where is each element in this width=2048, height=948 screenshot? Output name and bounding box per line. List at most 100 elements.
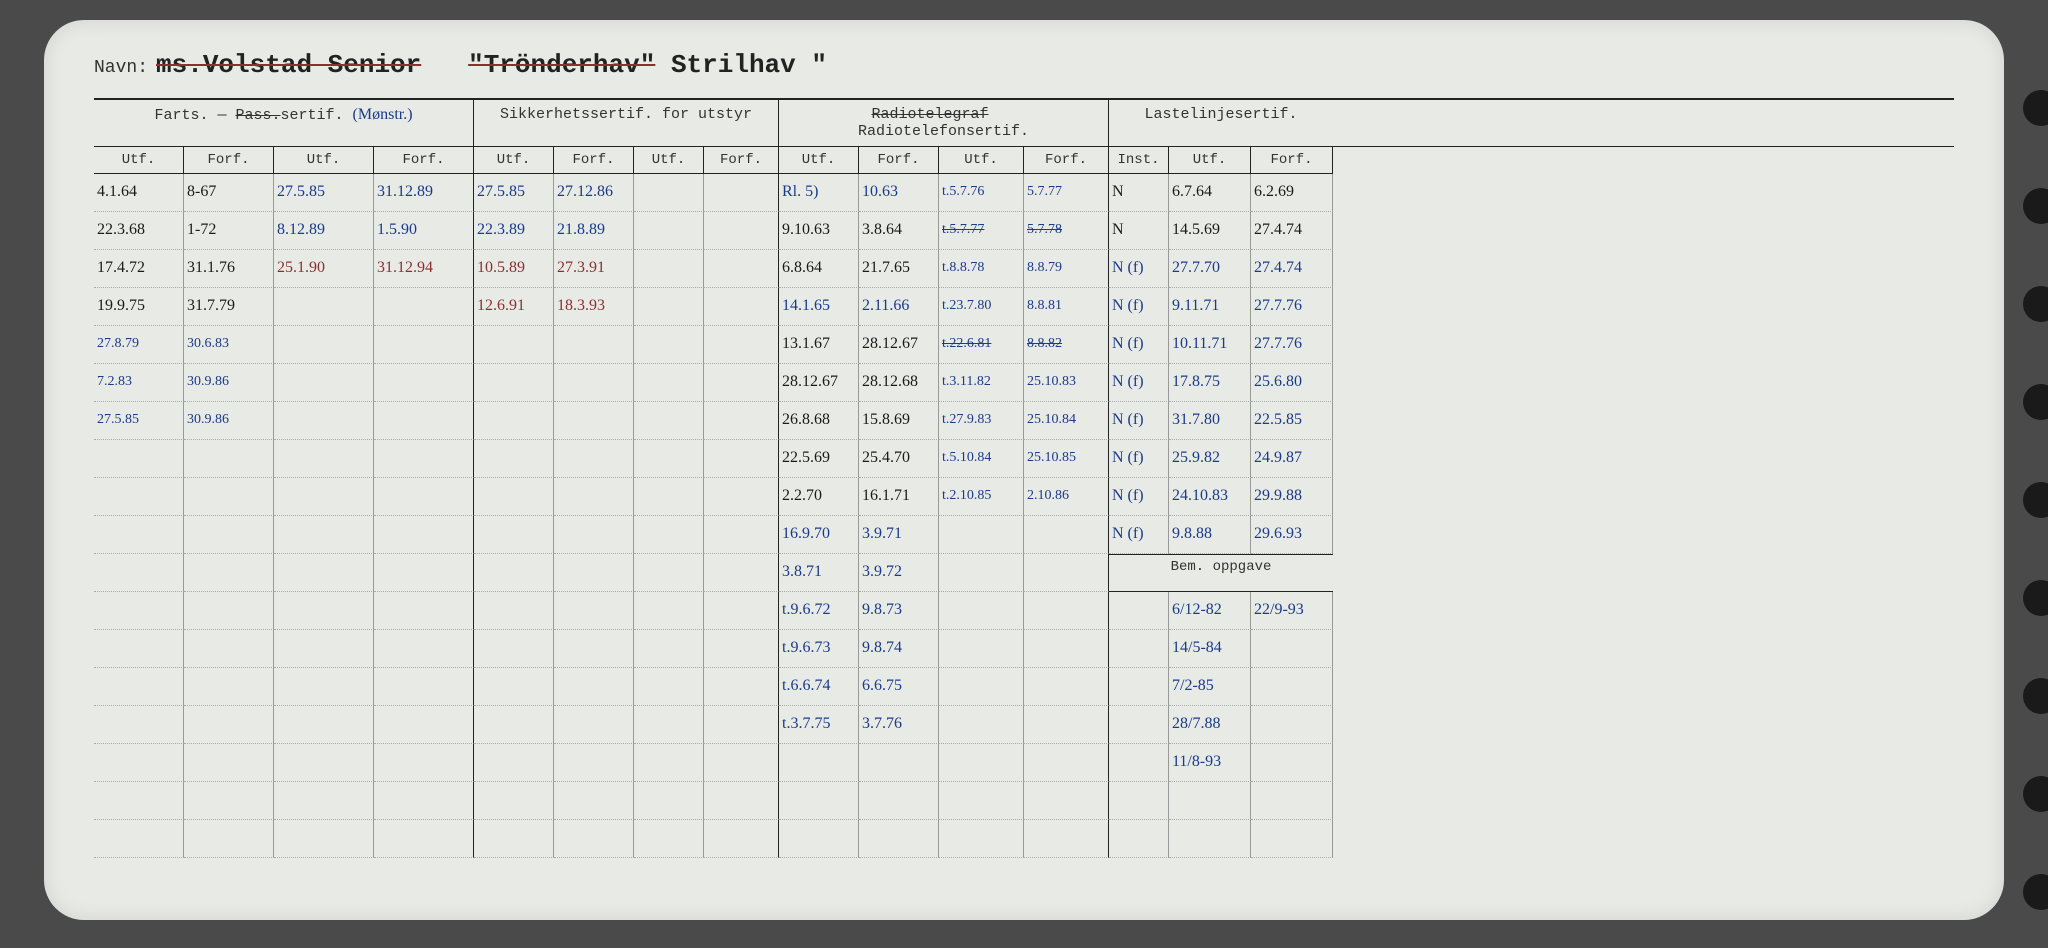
table-cell [939,592,1024,630]
table-cell [859,744,939,782]
table-cell [704,288,779,326]
table-cell: 9.11.71 [1169,288,1251,326]
table-cell: 9.8.74 [859,630,939,668]
table-cell [554,364,634,402]
table-cell [634,516,704,554]
table-cell: 25.9.82 [1169,440,1251,478]
table-cell [1109,744,1169,782]
table-cell [634,592,704,630]
table-cell [634,554,704,592]
table-cell: 22/9-93 [1251,592,1333,630]
table-cell: 22.5.85 [1251,402,1333,440]
col-forf: Forf. [704,147,779,174]
table-cell [474,364,554,402]
table-cell [274,554,374,592]
table-cell [474,516,554,554]
table-cell [554,820,634,858]
table-cell: 14.5.69 [1169,212,1251,250]
table-cell: 28.12.67 [859,326,939,364]
table-cell: 25.10.83 [1024,364,1109,402]
table-cell [474,668,554,706]
table-cell [374,706,474,744]
table-cell [1024,668,1109,706]
table-cell [1024,782,1109,820]
table-cell [374,744,474,782]
table-cell: 24.10.83 [1169,478,1251,516]
table-cell: 10.5.89 [474,250,554,288]
table-cell: 27.5.85 [474,174,554,212]
table-cell: Rl. 5) [779,174,859,212]
col-utf: Utf. [939,147,1024,174]
hole [2023,482,2048,518]
section-radio: Radiotelegraf Radiotelefonsertif. [779,100,1109,146]
table-cell [274,744,374,782]
table-cell [474,820,554,858]
table-cell: 6/12-82 [1169,592,1251,630]
table-cell: N (f) [1109,326,1169,364]
table-cell: N (f) [1109,288,1169,326]
table-cell [1024,706,1109,744]
col-utf: Utf. [1169,147,1251,174]
table-cell [474,440,554,478]
table-cell [1109,592,1169,630]
farts-tail: sertif. [281,107,344,124]
table-cell: 12.6.91 [474,288,554,326]
table-cell [1024,516,1109,554]
table-cell: 21.7.65 [859,250,939,288]
table-cell: 25.4.70 [859,440,939,478]
table-cell: 31.12.89 [374,174,474,212]
table-cell: t.5.10.84 [939,440,1024,478]
table-cell [634,288,704,326]
table-cell: 29.6.93 [1251,516,1333,554]
table-cell [859,820,939,858]
table-cell: 6.6.75 [859,668,939,706]
table-cell: 27.5.85 [274,174,374,212]
table-cell [1109,820,1169,858]
section-farts: Farts. — Pass.sertif. (Mønstr.) [94,100,474,146]
table-cell: N [1109,212,1169,250]
table-cell [554,782,634,820]
radio-struck: Radiotelegraf [871,106,988,123]
table-cell [704,364,779,402]
table-cell: 27.7.76 [1251,326,1333,364]
table-cell: t.9.6.72 [779,592,859,630]
table-cell [859,782,939,820]
table-cell [1251,744,1333,782]
table-cell: 9.8.73 [859,592,939,630]
table-cell [939,706,1024,744]
table-cell [474,744,554,782]
table-cell [374,478,474,516]
table-cell: 8.8.82 [1024,326,1109,364]
table-cell: 25.10.85 [1024,440,1109,478]
table-cell [634,440,704,478]
table-cell: N [1109,174,1169,212]
table-cell [779,820,859,858]
table-cell: 27.8.79 [94,326,184,364]
table-cell [634,706,704,744]
table-cell: 21.8.89 [554,212,634,250]
table-cell: 5.7.78 [1024,212,1109,250]
table-cell [1024,592,1109,630]
section-laste: Lastelinjesertif. [1109,100,1333,146]
table-cell: 22.3.68 [94,212,184,250]
table-cell: 4.1.64 [94,174,184,212]
table-cell [374,402,474,440]
table-cell [184,478,274,516]
table-cell [634,744,704,782]
column-headers: Utf. Forf. Utf. Forf. Utf. Forf. Utf. Fo… [94,147,1954,174]
hole [2023,776,2048,812]
table-cell: 3.8.64 [859,212,939,250]
table-cell: 31.7.79 [184,288,274,326]
quote-mark: " [811,50,827,80]
name-struck-2: "Trönderhav" [468,50,655,80]
table-cell: t.8.8.78 [939,250,1024,288]
label-navn: Navn: [94,58,148,78]
table-cell: 28.12.68 [859,364,939,402]
radio-label: Radiotelefonsertif. [858,123,1029,140]
col-forf: Forf. [374,147,474,174]
table-cell [474,326,554,364]
table-cell [274,516,374,554]
hole [2023,678,2048,714]
table-cell: 11/8-93 [1169,744,1251,782]
table-cell [1251,630,1333,668]
